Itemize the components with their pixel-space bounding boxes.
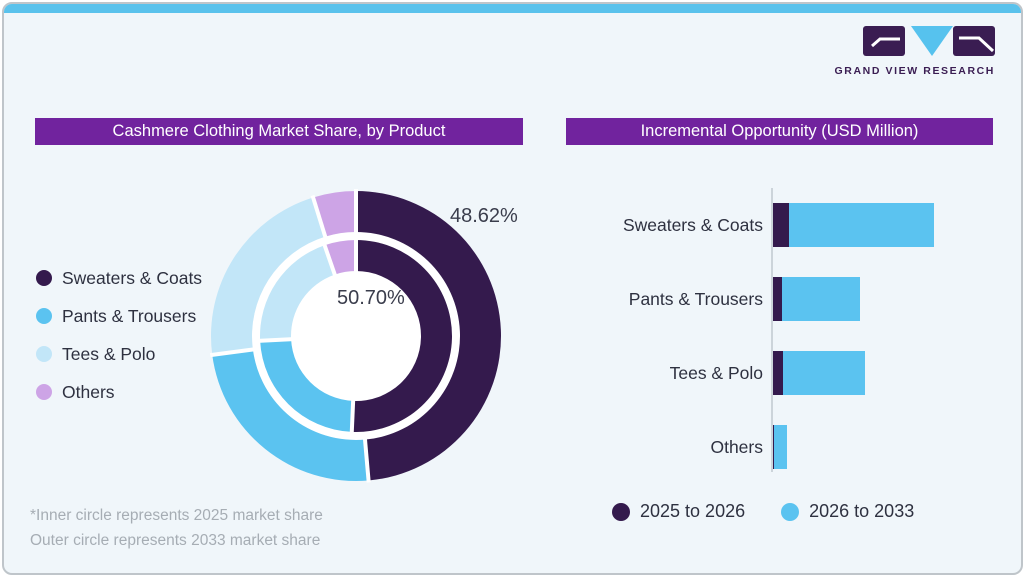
bar-chart-title: Incremental Opportunity (USD Million) <box>566 118 993 145</box>
bar-chart-axis <box>771 188 773 472</box>
bar-legend-item-2026-2033: 2026 to 2033 <box>781 501 914 522</box>
bar-segment-2025-2026 <box>773 277 782 321</box>
legend-label: Others <box>62 382 115 402</box>
bar-segment-2026-2033 <box>774 425 788 469</box>
bar-legend: 2025 to 2026 2026 to 2033 <box>612 501 914 522</box>
donut-segment <box>260 245 335 341</box>
bar-row-tees-polo: Tees & Polo <box>565 351 1025 395</box>
inner-ring-value-label: 50.70% <box>337 287 405 309</box>
legend-item-sweaters-coats: Sweaters & Coats <box>36 259 202 297</box>
donut-segment <box>260 339 354 432</box>
donut-segment <box>211 197 326 355</box>
legend-item-pants-trousers: Pants & Trousers <box>36 297 202 335</box>
donut-segment <box>351 240 452 432</box>
outer-ring-value-label: 48.62% <box>450 205 518 227</box>
bar-segment-2026-2033 <box>782 351 866 395</box>
bar-label: Sweaters & Coats <box>622 215 763 235</box>
bar-legend-label: 2025 to 2026 <box>640 501 746 521</box>
bar-legend-dot-2026-2033 <box>781 502 800 521</box>
donut-segment <box>212 349 369 481</box>
bar-segment-2025-2026 <box>773 425 775 469</box>
bar-label: Others <box>710 437 763 457</box>
legend-label: Pants & Trousers <box>62 306 197 326</box>
legend-item-others: Others <box>36 373 202 411</box>
legend-item-tees-polo: Tees & Polo <box>36 335 202 373</box>
gvr-logo-mark <box>863 26 995 56</box>
donut-segment <box>356 191 501 481</box>
bar-segment-2025-2026 <box>773 351 783 395</box>
bar-chart: Sweaters & Coats Pants & Trousers Tees &… <box>565 188 1025 478</box>
legend-dot-sweaters-coats <box>36 270 52 286</box>
footnote: *Inner circle represents 2025 market sha… <box>30 503 323 553</box>
bar-segment-2025-2026 <box>773 203 789 247</box>
donut-segment <box>313 191 356 237</box>
top-accent-strip <box>4 4 1021 13</box>
bar-segment-2026-2033 <box>781 277 861 321</box>
bar-legend-item-2025-2026: 2025 to 2026 <box>612 501 745 522</box>
logo-v-triangle <box>911 26 953 56</box>
gvr-logo-text: GRAND VIEW RESEARCH <box>834 65 995 77</box>
bar-legend-label: 2026 to 2033 <box>809 501 915 521</box>
bar-segment-2026-2033 <box>788 203 934 247</box>
legend-dot-tees-polo <box>36 346 52 362</box>
donut-chart <box>209 189 501 483</box>
legend-dot-pants-trousers <box>36 308 52 324</box>
bar-label: Pants & Trousers <box>628 289 763 309</box>
donut-chart-title: Cashmere Clothing Market Share, by Produ… <box>35 118 523 145</box>
bar-row-pants-trousers: Pants & Trousers <box>565 277 1025 321</box>
legend-label: Tees & Polo <box>62 344 156 364</box>
bar-legend-dot-2025-2026 <box>612 502 630 521</box>
footnote-line-2: Outer circle represents 2033 market shar… <box>30 532 321 549</box>
gvr-logo: GRAND VIEW RESEARCH <box>835 24 995 77</box>
footnote-line-1: *Inner circle represents 2025 market sha… <box>30 507 323 524</box>
donut-legend: Sweaters & Coats Pants & Trousers Tees &… <box>36 259 202 411</box>
bar-row-sweaters-coats: Sweaters & Coats <box>565 203 1025 247</box>
bar-row-others: Others <box>565 425 1025 469</box>
legend-label: Sweaters & Coats <box>62 268 203 288</box>
legend-dot-others <box>36 384 52 400</box>
bar-label: Tees & Polo <box>669 363 763 383</box>
